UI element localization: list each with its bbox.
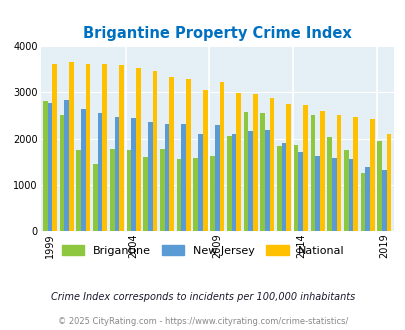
Bar [231, 134, 236, 231]
Bar [114, 117, 119, 231]
Bar [164, 124, 169, 231]
Bar [193, 157, 198, 231]
Bar [152, 71, 157, 231]
Bar [252, 94, 257, 231]
Bar [160, 149, 164, 231]
Bar [343, 150, 348, 231]
Bar [314, 156, 319, 231]
Bar [143, 157, 147, 231]
Bar [214, 125, 219, 231]
Bar [293, 145, 298, 231]
Bar [181, 124, 185, 231]
Bar [69, 62, 74, 231]
Bar [81, 109, 85, 231]
Bar [210, 156, 214, 231]
Bar [136, 68, 140, 231]
Bar [226, 136, 231, 231]
Bar [169, 77, 174, 231]
Bar [64, 100, 69, 231]
Text: Crime Index corresponds to incidents per 100,000 inhabitants: Crime Index corresponds to incidents per… [51, 292, 354, 302]
Bar [76, 150, 81, 231]
Bar [360, 173, 364, 231]
Bar [319, 111, 324, 231]
Bar [43, 101, 47, 231]
Bar [260, 113, 264, 231]
Bar [243, 112, 248, 231]
Bar [310, 115, 314, 231]
Bar [119, 65, 124, 231]
Bar [52, 64, 57, 231]
Bar [298, 151, 303, 231]
Bar [331, 158, 336, 231]
Bar [369, 119, 374, 231]
Bar [147, 122, 152, 231]
Bar [281, 143, 286, 231]
Bar [60, 115, 64, 231]
Bar [110, 149, 114, 231]
Bar [377, 141, 381, 231]
Text: © 2025 CityRating.com - https://www.cityrating.com/crime-statistics/: © 2025 CityRating.com - https://www.city… [58, 317, 347, 326]
Bar [176, 159, 181, 231]
Bar [98, 113, 102, 231]
Bar [219, 82, 224, 231]
Bar [102, 64, 107, 231]
Bar [386, 134, 390, 231]
Title: Brigantine Property Crime Index: Brigantine Property Crime Index [83, 26, 351, 41]
Bar [93, 164, 98, 231]
Bar [269, 98, 274, 231]
Bar [276, 147, 281, 231]
Bar [126, 150, 131, 231]
Bar [236, 93, 240, 231]
Bar [364, 167, 369, 231]
Legend: Brigantine, New Jersey, National: Brigantine, New Jersey, National [58, 241, 347, 260]
Bar [286, 104, 290, 231]
Bar [47, 104, 52, 231]
Bar [348, 159, 352, 231]
Bar [202, 90, 207, 231]
Bar [85, 64, 90, 231]
Bar [336, 115, 341, 231]
Bar [264, 130, 269, 231]
Bar [352, 117, 357, 231]
Bar [326, 137, 331, 231]
Bar [303, 105, 307, 231]
Bar [185, 79, 190, 231]
Bar [381, 170, 386, 231]
Bar [248, 131, 252, 231]
Bar [131, 118, 136, 231]
Bar [198, 134, 202, 231]
